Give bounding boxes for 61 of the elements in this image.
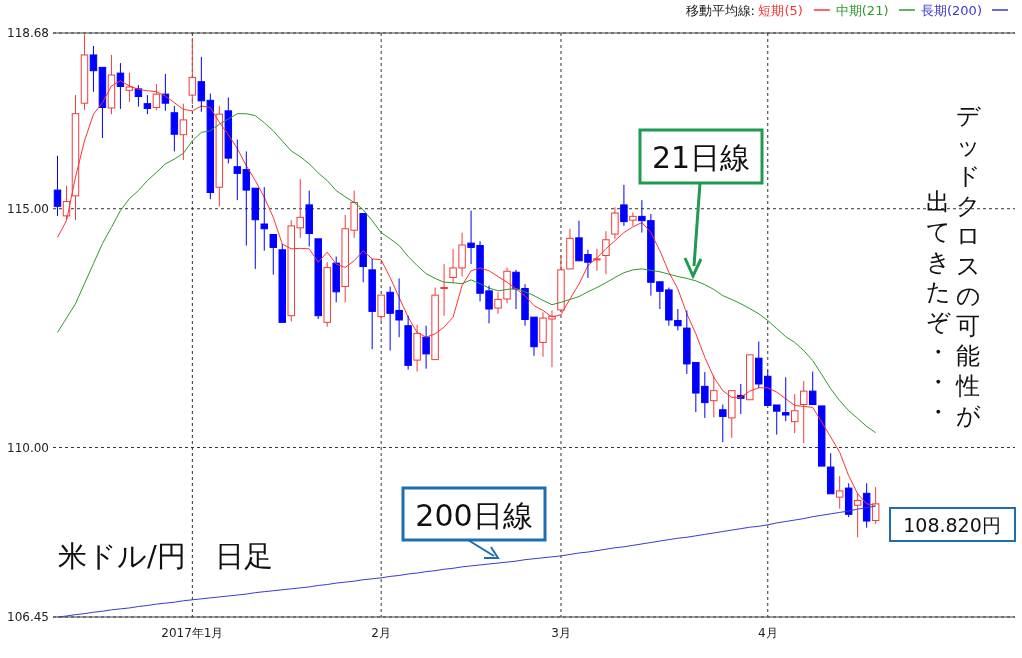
y-tick-label: 115.00 — [7, 201, 49, 216]
candlestick — [314, 238, 322, 320]
candlestick — [305, 190, 313, 247]
candlestick — [629, 212, 637, 227]
legend-label: 中期(21) — [835, 3, 889, 18]
text: デッドクロスの可能性が — [955, 101, 981, 430]
candlestick — [80, 33, 89, 111]
candlestick — [179, 103, 188, 161]
annotation: 21日線 — [651, 140, 751, 175]
text: 108.820円 — [903, 514, 1001, 536]
legend-label: 長期(200) — [921, 3, 982, 18]
candlestick — [170, 105, 179, 152]
candlestick — [278, 243, 286, 323]
candlestick — [611, 206, 619, 240]
candlestick — [368, 258, 376, 350]
candlestick — [323, 261, 331, 328]
candlestick — [188, 37, 197, 105]
candlestick — [746, 354, 754, 401]
x-tick-label: 4月 — [757, 626, 778, 640]
candlestick — [844, 482, 853, 518]
y-tick-label: 110.00 — [7, 440, 49, 455]
candlestick — [161, 73, 170, 112]
candlestick — [835, 475, 844, 510]
candlestick — [215, 105, 224, 207]
candlestick — [431, 287, 439, 361]
candlestick — [125, 72, 134, 103]
candlestick — [224, 96, 233, 164]
legend-title: 移動平均線: — [685, 3, 755, 18]
candlestick — [53, 155, 62, 217]
candlestick — [107, 54, 116, 115]
candlestick — [422, 325, 430, 370]
candlestick — [413, 324, 421, 373]
candlestick — [719, 404, 727, 443]
candlestick — [260, 186, 269, 252]
x-tick-label: 3月 — [551, 626, 571, 640]
text: 米ドル/円 日足 — [58, 539, 273, 573]
annotation: 200日線 — [415, 498, 533, 533]
candlestick — [332, 255, 340, 303]
candlestick — [593, 248, 601, 272]
candlestick — [862, 482, 871, 529]
candlestick — [89, 45, 98, 93]
x-tick-label: 2017年1月 — [161, 626, 224, 640]
candlestick — [808, 371, 817, 406]
candlestick — [871, 486, 880, 525]
candlestick — [143, 94, 152, 115]
candlestick — [799, 380, 808, 444]
candlestick — [152, 83, 161, 111]
x-tick-label: 2月 — [371, 626, 391, 640]
candlestick — [790, 393, 799, 434]
y-tick-label: 118.68 — [7, 26, 49, 41]
candlestick — [602, 230, 610, 275]
candlestick — [782, 376, 790, 422]
candlestick — [728, 390, 736, 439]
candlestick — [710, 374, 718, 418]
line-series — [57, 113, 877, 434]
y-tick-label: 106.45 — [7, 610, 49, 625]
candlestick — [620, 184, 628, 227]
text: 出てきたぞ・・・ — [925, 187, 951, 426]
candlestick — [404, 315, 412, 371]
legend-label: 短期(5) — [758, 3, 803, 18]
candlestick — [359, 213, 367, 283]
